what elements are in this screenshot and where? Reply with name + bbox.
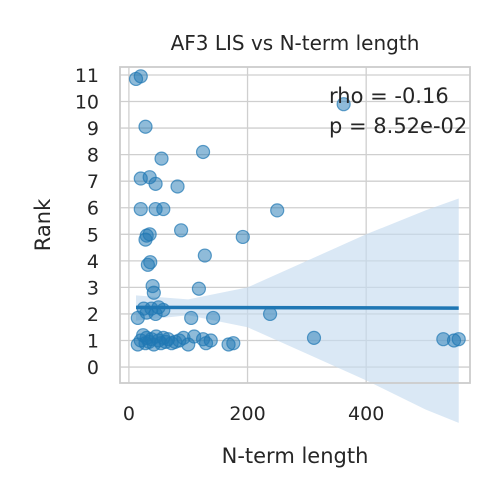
y-tick-label: 9	[87, 118, 99, 140]
p-value-annotation: p = 8.52e-02	[329, 114, 467, 138]
y-tick-label: 11	[75, 65, 99, 87]
data-point	[156, 302, 171, 318]
plot-frame	[119, 66, 471, 384]
data-point	[138, 119, 153, 134]
y-tick-label: 1	[87, 331, 99, 353]
data-point	[174, 223, 189, 238]
confidence-band	[136, 198, 459, 423]
data-point	[143, 255, 158, 270]
data-point	[133, 201, 148, 217]
regression-layer	[136, 305, 459, 310]
data-point	[235, 229, 250, 245]
y-tick-label: 4	[87, 251, 99, 273]
data-point	[138, 232, 153, 247]
data-point	[154, 151, 169, 166]
data-point	[226, 336, 241, 351]
y-axis-ticks: 0 1 2 3 4 5 6 7 8 9 10 11	[75, 65, 99, 379]
points-layer	[128, 69, 466, 352]
x-tick-label: 400	[348, 403, 384, 425]
data-point	[170, 179, 185, 194]
y-tick-label: 5	[87, 224, 99, 246]
data-point	[146, 285, 161, 300]
y-tick-label: 0	[87, 357, 99, 379]
data-point	[148, 176, 163, 191]
x-axis-label: N-term length	[222, 444, 369, 468]
y-tick-label: 8	[87, 145, 99, 167]
data-point	[451, 332, 466, 347]
chart-title: AF3 LIS vs N-term length	[171, 31, 420, 55]
confidence-band-layer	[136, 198, 459, 423]
data-point	[270, 203, 285, 218]
y-tick-label: 3	[87, 277, 99, 299]
y-tick-label: 10	[75, 92, 99, 114]
y-tick-label: 7	[87, 171, 99, 193]
data-point	[336, 97, 351, 112]
x-tick-label: 0	[123, 403, 135, 425]
x-tick-label: 200	[229, 403, 265, 425]
data-point	[195, 144, 211, 160]
data-point	[203, 333, 218, 348]
data-point	[156, 201, 171, 217]
data-point	[197, 248, 212, 263]
x-axis-ticks: 0 200 400	[123, 403, 384, 425]
data-point	[306, 330, 322, 345]
data-point	[191, 281, 206, 296]
data-point	[133, 69, 148, 84]
y-tick-label: 2	[87, 304, 99, 326]
y-tick-label: 6	[87, 198, 99, 220]
rho-annotation: rho = -0.16	[329, 84, 449, 108]
data-point	[206, 310, 221, 326]
data-point	[184, 310, 199, 326]
regression-line	[136, 305, 459, 310]
y-axis-label: Rank	[31, 198, 55, 251]
